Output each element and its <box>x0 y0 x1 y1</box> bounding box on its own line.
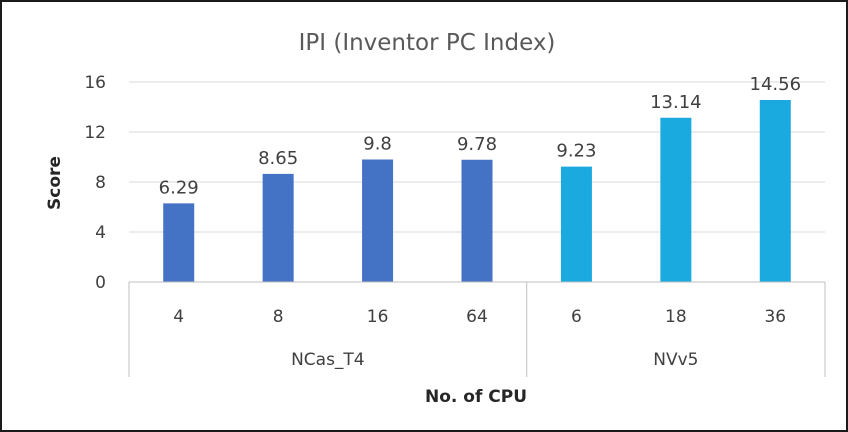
bar <box>461 159 493 282</box>
data-labels: 6.29 8.65 9.8 9.78 9.23 13.14 14.56 <box>159 74 801 198</box>
y-axis-ticks: 0 4 8 12 16 <box>84 73 106 293</box>
chart-title: IPI (Inventor PC Index) <box>299 30 556 56</box>
group-label: NCas_T4 <box>291 350 365 370</box>
x-tick-label: 16 <box>367 307 389 327</box>
group-label: NVv5 <box>653 350 698 370</box>
data-label: 9.23 <box>556 141 596 162</box>
data-label: 13.14 <box>650 92 702 113</box>
x-tick-label: 18 <box>665 307 687 327</box>
data-label: 8.65 <box>258 148 298 169</box>
x-axis: 4 8 16 64 NCas_T4 6 18 36 NVv5 <box>128 281 826 377</box>
x-tick-label: 4 <box>173 307 184 327</box>
data-label: 14.56 <box>750 74 802 95</box>
y-tick-label: 8 <box>95 173 106 193</box>
bar <box>759 100 791 282</box>
data-label: 6.29 <box>159 177 199 198</box>
y-tick-label: 12 <box>84 123 106 143</box>
bar <box>163 203 195 282</box>
y-tick-label: 16 <box>84 73 106 93</box>
bar <box>262 173 294 282</box>
y-axis-title: Score <box>45 156 65 210</box>
bar <box>660 117 692 282</box>
x-tick-label: 6 <box>571 307 582 327</box>
x-tick-label: 64 <box>466 307 488 327</box>
bars <box>163 100 791 282</box>
data-label: 9.8 <box>363 134 392 155</box>
x-tick-label: 8 <box>273 307 284 327</box>
bar <box>560 166 592 282</box>
y-tick-label: 0 <box>95 273 106 293</box>
bar <box>362 159 394 282</box>
y-tick-label: 4 <box>95 223 106 243</box>
x-tick-label: 36 <box>764 307 786 327</box>
x-axis-title: No. of CPU <box>425 387 527 407</box>
data-label: 9.78 <box>457 134 497 155</box>
